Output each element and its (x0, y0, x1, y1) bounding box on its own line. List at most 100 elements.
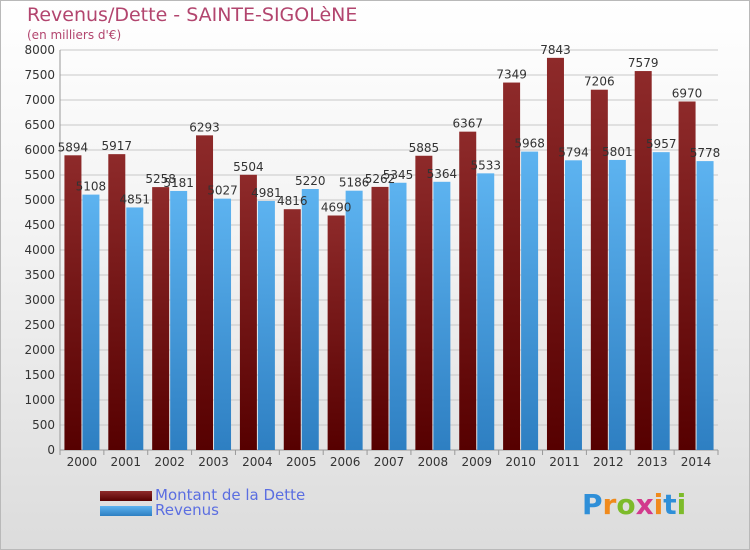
x-tick-label: 2010 (505, 455, 536, 469)
bar-debt (503, 82, 521, 451)
data-label-revenue: 5220 (295, 174, 326, 188)
data-label-revenue: 5794 (558, 145, 589, 159)
data-label-debt: 5917 (102, 139, 133, 153)
bar-debt (152, 187, 170, 450)
y-tick-label: 4500 (24, 218, 55, 232)
y-tick-label: 8000 (24, 43, 55, 57)
y-tick-label: 0 (47, 443, 55, 457)
data-label-revenue: 5364 (427, 167, 458, 181)
data-label-revenue: 5108 (76, 180, 107, 194)
data-label-debt: 6293 (189, 120, 220, 134)
bar-revenue (126, 207, 144, 450)
data-label-revenue: 4981 (251, 186, 282, 200)
bar-revenue (82, 194, 100, 450)
x-tick-label: 2011 (549, 455, 580, 469)
y-tick-label: 7000 (24, 93, 55, 107)
proxiti-logo: Proxiti (582, 488, 687, 521)
chart-title: Revenus/Dette - SAINTE-SIGOLèNE (27, 4, 358, 26)
y-tick-label: 3000 (24, 293, 55, 307)
x-tick-label: 2001 (111, 455, 142, 469)
data-label-revenue: 5968 (514, 137, 545, 151)
legend-label-revenue: Revenus (155, 501, 219, 519)
y-tick-label: 3500 (24, 268, 55, 282)
data-label-debt: 5504 (233, 160, 264, 174)
bar-revenue (345, 190, 363, 450)
bar-revenue (301, 189, 319, 450)
bar-debt (634, 71, 652, 451)
data-label-debt: 5258 (145, 172, 176, 186)
x-tick-label: 2009 (461, 455, 492, 469)
y-tick-label: 4000 (24, 243, 55, 257)
y-tick-label: 6000 (24, 143, 55, 157)
plot-area: 0 500 1000 1500 2000 2500 3000 3500 4000 4500 5000… (24, 43, 720, 469)
bar-debt (678, 101, 696, 450)
bar-debt (459, 131, 477, 450)
x-tick-label: 2007 (374, 455, 405, 469)
bar-revenue (696, 161, 714, 450)
data-label-debt: 6970 (672, 87, 703, 101)
data-label-debt: 4690 (321, 201, 352, 215)
data-label-debt: 5885 (409, 141, 440, 155)
data-label-revenue: 4851 (120, 192, 151, 206)
y-tick-label: 6500 (24, 118, 55, 132)
x-tick-label: 2013 (637, 455, 668, 469)
bar-debt (108, 154, 126, 450)
data-label-debt: 4816 (277, 194, 308, 208)
y-tick-label: 5000 (24, 193, 55, 207)
bar-revenue (433, 181, 451, 451)
y-tick-label: 2500 (24, 318, 55, 332)
x-tick-label: 2006 (330, 455, 361, 469)
y-tick-label: 5500 (24, 168, 55, 182)
data-label-debt: 5894 (58, 140, 89, 154)
bar-revenue (608, 159, 626, 450)
y-tick-label: 1000 (24, 393, 55, 407)
y-tick-label: 2000 (24, 343, 55, 357)
bar-debt (371, 186, 389, 450)
bar-debt (196, 135, 214, 450)
legend-label-debt: Montant de la Dette (155, 486, 306, 504)
x-tick-label: 2002 (154, 455, 185, 469)
bar-debt (239, 174, 257, 451)
bar-debt (283, 209, 301, 450)
y-tick-label: 500 (32, 418, 55, 432)
bar-revenue (564, 160, 582, 451)
data-label-revenue: 5778 (690, 146, 721, 160)
data-label-debt: 7206 (584, 75, 615, 89)
bar-revenue (170, 190, 188, 450)
bar-debt (415, 155, 433, 450)
bar-revenue (257, 200, 275, 450)
data-label-debt: 7579 (628, 56, 659, 70)
data-label-debt: 6367 (452, 117, 483, 131)
data-label-revenue: 5186 (339, 176, 370, 190)
x-tick-label: 2012 (593, 455, 624, 469)
y-tick-label: 7500 (24, 68, 55, 82)
bar-revenue (477, 173, 495, 450)
bar-revenue (521, 151, 539, 450)
legend-swatch-revenue (100, 506, 152, 516)
bar-debt (64, 155, 82, 451)
x-tick-label: 2008 (418, 455, 449, 469)
bar-revenue (214, 198, 232, 450)
data-label-debt: 7843 (540, 43, 571, 57)
bar-revenue (389, 182, 407, 450)
bar-revenue (652, 152, 670, 450)
x-tick-label: 2005 (286, 455, 317, 469)
data-label-revenue: 5027 (207, 184, 238, 198)
y-tick-label: 1500 (24, 368, 55, 382)
x-tick-label: 2004 (242, 455, 273, 469)
x-tick-label: 2000 (67, 455, 98, 469)
x-tick-label: 2014 (681, 455, 712, 469)
chart-subtitle: (en milliers d'€) (27, 28, 122, 42)
data-label-revenue: 5533 (470, 158, 501, 172)
bar-debt (327, 215, 345, 450)
bar-debt (546, 57, 564, 450)
bar-debt (590, 89, 608, 450)
data-label-debt: 7349 (496, 68, 527, 82)
data-label-revenue: 5801 (602, 145, 633, 159)
data-label-debt: 5262 (365, 172, 396, 186)
legend-swatch-debt (100, 491, 152, 501)
x-tick-label: 2003 (198, 455, 229, 469)
data-label-revenue: 5181 (163, 176, 194, 190)
data-label-revenue: 5957 (646, 137, 677, 151)
